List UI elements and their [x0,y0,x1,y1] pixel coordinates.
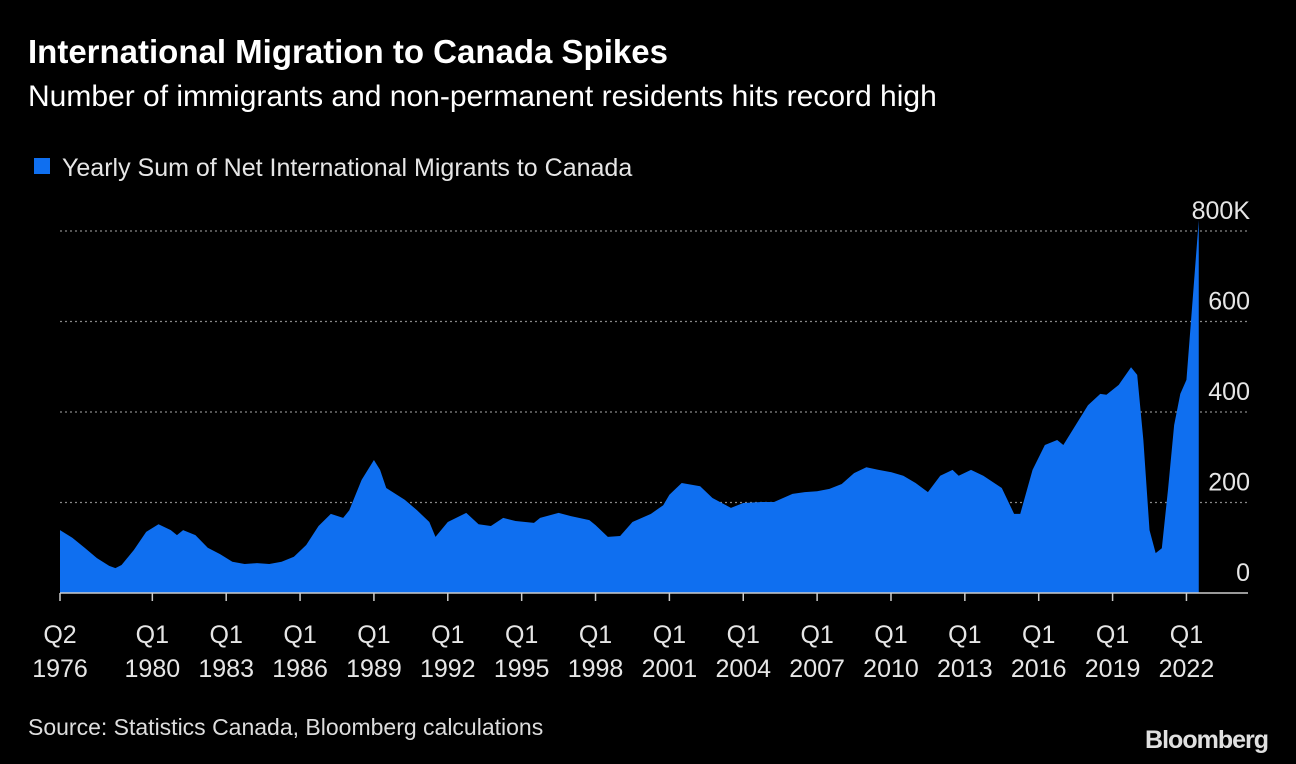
x-tick-label-line: 1992 [420,655,476,683]
x-tick-label: Q2 1976 [32,621,88,683]
x-tick-label: Q1 1998 [568,621,624,683]
x-tick-label-line: 2013 [937,655,993,683]
x-tick-label-line: Q2 [43,621,76,649]
legend-label: Yearly Sum of Net International Migrants… [62,154,632,182]
x-tick-label-line: Q1 [800,621,833,649]
y-tick-label: 0 [1236,559,1250,587]
x-tick-label-line: 1986 [272,655,328,683]
x-tick-label-line: 2010 [863,655,919,683]
x-tick-label-line: Q1 [1096,621,1129,649]
y-tick-label: 800K [1192,197,1251,225]
x-tick-label: Q1 2022 [1159,621,1215,683]
legend-swatch [34,158,50,174]
x-tick-label: Q1 1983 [198,621,254,683]
source: Source: Statistics Canada, Bloomberg cal… [28,714,543,740]
x-tick-label-line: 2016 [1011,655,1067,683]
area [60,220,1199,593]
x-tick-label: Q1 1992 [420,621,476,683]
x-tick-label-line: Q1 [653,621,686,649]
x-tick-label: Q1 2016 [1011,621,1067,683]
chart-subtitle: Number of immigrants and non-permanent r… [28,80,937,113]
x-tick-label-line: Q1 [210,621,243,649]
x-tick-label-line: Q1 [948,621,981,649]
x-tick-label-line: Q1 [874,621,907,649]
x-tick-label: Q1 1995 [494,621,550,683]
x-tick-label-line: 1995 [494,655,550,683]
x-tick-label-line: 1998 [568,655,624,683]
y-tick-label: 600 [1208,288,1250,316]
x-tick-label: Q1 2013 [937,621,993,683]
x-tick-label: Q1 2019 [1085,621,1141,683]
x-tick-label-line: 2001 [642,655,698,683]
x-tick-label-line: Q1 [505,621,538,649]
x-tick-label-line: 1989 [346,655,402,683]
x-tick-label-line: 1976 [32,655,88,683]
logo: Bloomberg [1145,726,1268,754]
y-tick-label: 200 [1208,469,1250,497]
x-tick-label: Q1 1989 [346,621,402,683]
x-tick-label-line: Q1 [727,621,760,649]
x-tick-label-line: Q1 [357,621,390,649]
x-tick-label-line: 1983 [198,655,254,683]
x-tick-label-line: Q1 [1022,621,1055,649]
y-tick-label: 400 [1208,378,1250,406]
x-tick-label-line: 2019 [1085,655,1141,683]
x-tick-label-line: 1980 [125,655,181,683]
chart-title: International Migration to Canada Spikes [28,33,668,70]
x-tick-label-line: Q1 [431,621,464,649]
x-tick-label: Q1 2001 [642,621,698,683]
x-tick-label-line: Q1 [136,621,169,649]
x-tick-label-line: 2004 [715,655,771,683]
x-tick-label: Q1 1980 [125,621,181,683]
x-tick-label-line: Q1 [283,621,316,649]
x-tick-label: Q1 2010 [863,621,919,683]
x-tick-label-line: Q1 [579,621,612,649]
x-tick-label: Q1 1986 [272,621,328,683]
x-tick-label-line: Q1 [1170,621,1203,649]
x-tick-label-line: 2007 [789,655,845,683]
x-tick-label: Q1 2007 [789,621,845,683]
x-tick-label: Q1 2004 [715,621,771,683]
x-tick-label-line: 2022 [1159,655,1215,683]
